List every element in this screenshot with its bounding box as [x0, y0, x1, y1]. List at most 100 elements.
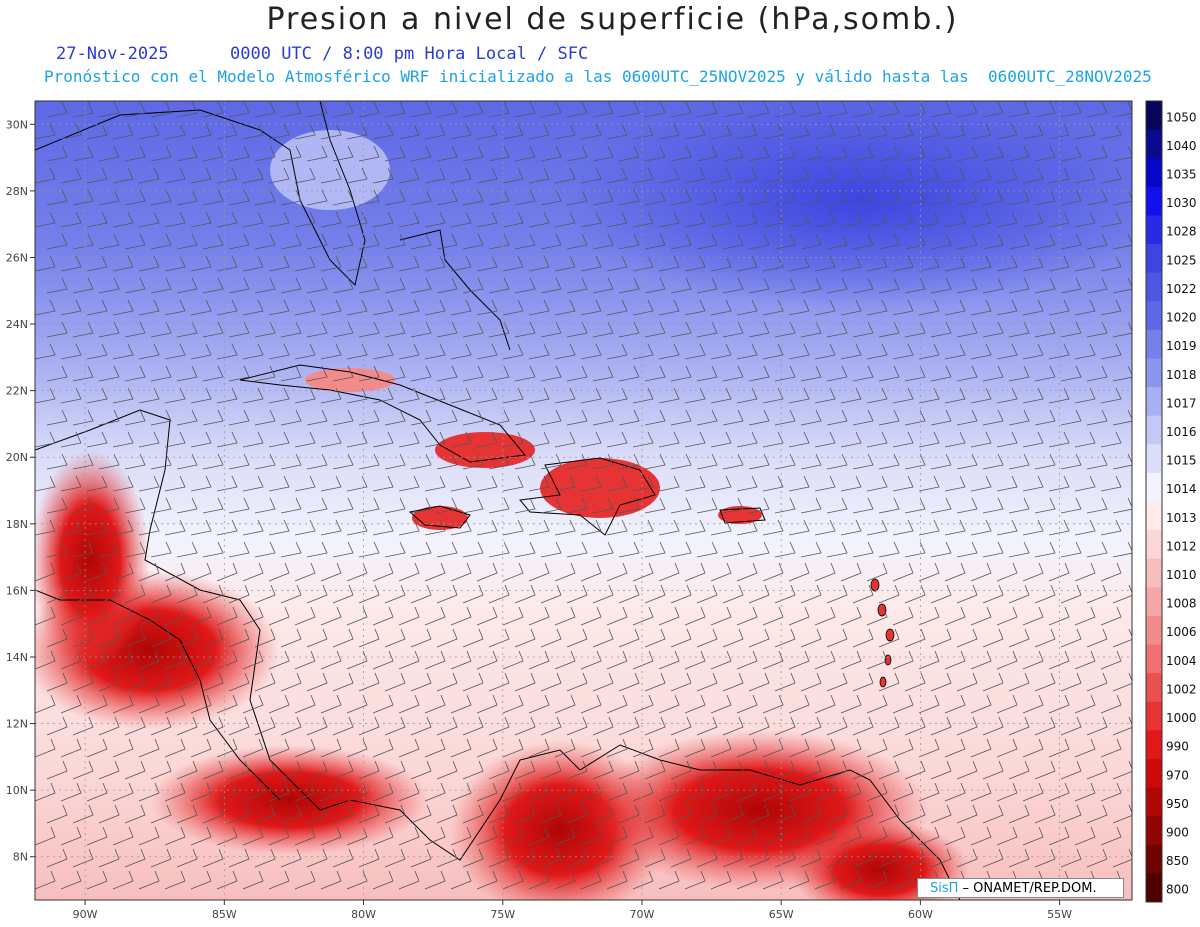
- latitude-label: 24N: [6, 318, 28, 331]
- wind-barb: [1008, 233, 1030, 250]
- wind-barb: [930, 453, 952, 470]
- wind-barb: [410, 541, 432, 558]
- wind-barb: [800, 848, 822, 868]
- wind-barb: [1034, 409, 1056, 426]
- wind-barb: [878, 233, 900, 250]
- wind-barb: [124, 584, 146, 604]
- map-plot-area: [35, 101, 1132, 900]
- wind-barb: [762, 606, 784, 626]
- wind-barb: [904, 541, 926, 558]
- wind-barb: [98, 584, 120, 604]
- wind-barb: [1086, 453, 1108, 470]
- wind-barb: [86, 738, 108, 758]
- wind-barb: [852, 541, 874, 558]
- wind-barb: [60, 606, 82, 626]
- wind-barb: [866, 782, 888, 802]
- wind-barb: [1074, 431, 1096, 448]
- wind-barb: [670, 584, 692, 604]
- wind-barb: [618, 848, 640, 868]
- latitude-label: 20N: [6, 451, 28, 464]
- wind-barb: [280, 453, 302, 470]
- wind-barb: [996, 167, 1018, 184]
- wind-barb: [216, 826, 238, 846]
- wind-barb: [462, 145, 484, 162]
- wind-barb: [332, 628, 354, 648]
- wind-barb: [814, 738, 836, 758]
- wind-barb: [1034, 716, 1056, 736]
- wind-barb: [606, 299, 628, 316]
- wind-barb: [398, 211, 420, 228]
- wind-barb: [462, 497, 484, 514]
- wind-barb: [956, 848, 978, 868]
- wind-barb: [72, 409, 94, 426]
- wind-barb: [618, 233, 640, 250]
- wind-barb: [736, 562, 758, 582]
- wind-barb: [852, 101, 874, 118]
- wind-barb: [164, 782, 186, 802]
- wind-barb: [228, 321, 250, 338]
- wind-barb: [98, 628, 120, 648]
- wind-barb: [632, 211, 654, 228]
- wind-barb: [502, 211, 524, 228]
- colorbar-label: 1012: [1166, 539, 1197, 553]
- wind-barb: [1086, 672, 1108, 692]
- wind-barb: [800, 541, 822, 558]
- colorbar-swatch: [1146, 701, 1162, 731]
- wind-barb: [138, 343, 160, 360]
- wind-barb: [488, 321, 510, 338]
- wind-barb: [176, 321, 198, 338]
- longitude-label: 55W: [1047, 908, 1072, 921]
- wind-barb: [228, 584, 250, 604]
- wind-barb: [320, 738, 342, 758]
- wind-barb: [1022, 606, 1044, 626]
- wind-barb: [592, 497, 614, 514]
- wind-barb: [592, 321, 614, 338]
- wind-barb: [384, 760, 406, 780]
- wind-barb: [1008, 848, 1030, 868]
- wind-barb: [1074, 387, 1096, 404]
- guyana-low: [790, 820, 970, 900]
- wind-barb: [72, 716, 94, 736]
- wind-barb: [410, 321, 432, 338]
- wind-barb: [1034, 628, 1056, 648]
- wind-barb: [124, 453, 146, 470]
- wind-barb: [540, 672, 562, 692]
- wind-barb: [268, 123, 290, 140]
- wind-barb: [35, 519, 56, 536]
- wind-barb: [384, 233, 406, 250]
- wind-barb: [346, 870, 368, 890]
- wind-barb: [670, 189, 692, 206]
- wind-barb: [840, 167, 862, 184]
- wind-barb: [566, 804, 588, 824]
- wind-barb: [918, 562, 940, 582]
- wind-barb: [736, 167, 758, 184]
- wind-barb: [930, 716, 952, 736]
- wind-barb: [762, 870, 784, 890]
- wind-barb: [398, 387, 420, 404]
- wind-barb: [1100, 694, 1122, 714]
- wind-barb: [358, 584, 380, 604]
- wind-barb: [566, 453, 588, 470]
- wind-barb: [124, 716, 146, 736]
- wind-barb: [202, 409, 224, 426]
- wind-barb: [488, 541, 510, 558]
- wind-barb: [112, 387, 134, 404]
- wind-barb: [320, 562, 342, 582]
- wind-barb: [944, 123, 966, 140]
- wind-barb: [1074, 475, 1096, 492]
- wind-barb: [710, 387, 732, 404]
- wind-barb: [736, 606, 758, 626]
- colorbar-label: 990: [1166, 740, 1189, 754]
- wind-barb: [202, 760, 224, 780]
- wind-barb: [748, 189, 770, 206]
- wind-barb: [644, 453, 666, 470]
- wind-barb: [1048, 123, 1070, 140]
- wind-barb: [346, 826, 368, 846]
- wind-barb: [540, 277, 562, 294]
- wind-barb: [384, 453, 406, 470]
- wind-barb: [540, 233, 562, 250]
- wind-barb: [150, 848, 172, 868]
- wind-barb: [722, 145, 744, 162]
- wind-barb: [566, 584, 588, 604]
- wind-barb: [176, 716, 198, 736]
